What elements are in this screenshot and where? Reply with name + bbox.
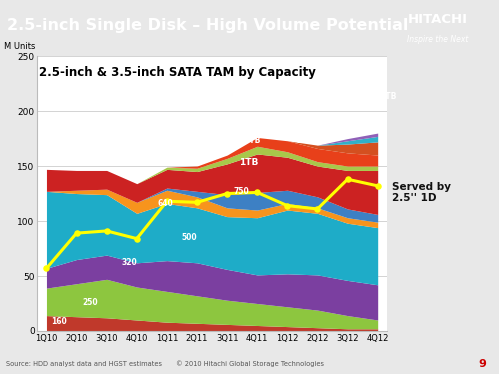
Text: 2.5-inch Single Disk – High Volume Potential: 2.5-inch Single Disk – High Volume Poten… [7, 18, 409, 33]
Text: M Units: M Units [4, 42, 35, 50]
Text: 250: 250 [83, 298, 98, 307]
Point [72, 230, 80, 236]
Text: 2TB: 2TB [296, 136, 313, 145]
Point [42, 265, 50, 271]
Point [133, 236, 141, 242]
Text: 1.5TB: 1.5TB [236, 136, 260, 145]
Text: Inspire the Next: Inspire the Next [407, 35, 469, 44]
Text: 6TB: 6TB [381, 92, 397, 101]
Point [313, 206, 321, 212]
Text: 750: 750 [233, 187, 249, 196]
Point [344, 176, 352, 182]
Point [253, 190, 261, 196]
Text: 160: 160 [51, 317, 67, 326]
Point [193, 199, 201, 205]
Text: HITACHI: HITACHI [408, 13, 468, 26]
Point [163, 198, 171, 204]
Point [283, 203, 291, 209]
Text: 1TB: 1TB [239, 158, 258, 167]
Text: 4TB: 4TB [364, 99, 381, 108]
Point [103, 228, 111, 234]
Text: 9: 9 [479, 359, 487, 369]
Point [374, 183, 382, 189]
Point [223, 191, 231, 197]
Text: 320: 320 [122, 258, 138, 267]
Text: Source: HDD analyst data and HGST estimates: Source: HDD analyst data and HGST estima… [6, 361, 162, 367]
Text: © 2010 Hitachi Global Storage Technologies: © 2010 Hitachi Global Storage Technologi… [176, 360, 323, 367]
Text: Served by
2.5'' 1D: Served by 2.5'' 1D [392, 182, 451, 203]
Text: 640: 640 [158, 199, 174, 208]
Text: 2.5-inch & 3.5-inch SATA TAM by Capacity: 2.5-inch & 3.5-inch SATA TAM by Capacity [39, 66, 315, 79]
Text: 3TB: 3TB [357, 121, 373, 130]
Text: 500: 500 [182, 233, 198, 242]
